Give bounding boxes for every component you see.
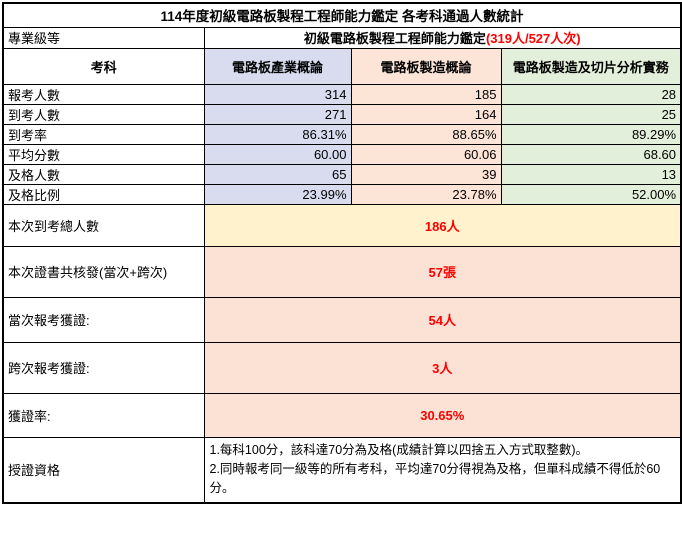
table-row-certification-rate: 獲證率: 30.65% [2, 392, 682, 438]
page-title: 114年度初級電路板製程工程師能力鑑定 各考科通過人數統計 [2, 2, 682, 28]
level-value-cell: 初級電路板製程工程師能力鑑定(319人/527人次) [203, 26, 682, 49]
table-row-pass-ratio: 及格比例 23.99% 23.78% 52.00% [2, 183, 682, 205]
table-row-certificates-issued: 本次證書共核發(當次+跨次) 57張 [2, 245, 682, 298]
subject-header-industry: 電路板產業概論 [203, 47, 352, 85]
stat-value: 314 [203, 83, 352, 105]
stat-value: 89.29% [500, 123, 682, 145]
stat-value: 28 [500, 83, 682, 105]
table-row-attendance-rate: 到考率 86.31% 88.65% 89.29% [2, 123, 682, 145]
table-row-level: 專業級等 初級電路板製程工程師能力鑑定(319人/527人次) [2, 26, 682, 49]
stat-value: 13 [500, 163, 682, 185]
table-row-title: 114年度初級電路板製程工程師能力鑑定 各考科通過人數統計 [2, 2, 682, 28]
table-row-passed-count: 及格人數 65 39 13 [2, 163, 682, 185]
table-row-qualification: 授證資格 1.每科100分，該科達70分為及格(成績計算以四捨五入方式取整數)。… [2, 436, 682, 504]
level-value-main: 初級電路板製程工程師能力鑑定 [303, 31, 486, 46]
stat-value: 88.65% [350, 123, 502, 145]
stat-value: 60.06 [350, 143, 502, 165]
stat-value: 271 [203, 103, 352, 125]
table-row-current-session-certified: 當次報考獲證: 54人 [2, 296, 682, 343]
table-row-attended: 到考人數 271 164 25 [2, 103, 682, 125]
stat-value: 25 [500, 103, 682, 125]
stat-label: 到考人數 [2, 103, 205, 125]
stat-label: 平均分數 [2, 143, 205, 165]
subject-header-manufacturing: 電路板製造概論 [350, 47, 502, 85]
stat-value: 65 [203, 163, 352, 185]
table-row-subjects: 考科 電路板產業概論 電路板製造概論 電路板製造及切片分析實務 [2, 47, 682, 85]
exam-statistics-table: 114年度初級電路板製程工程師能力鑑定 各考科通過人數統計 專業級等 初級電路板… [2, 2, 682, 504]
qualification-label: 授證資格 [2, 436, 205, 504]
summary-label: 當次報考獲證: [2, 296, 205, 343]
summary-value: 3人 [203, 341, 682, 394]
summary-value: 57張 [203, 245, 682, 298]
table-row-cross-session-certified: 跨次報考獲證: 3人 [2, 341, 682, 394]
stat-value: 23.99% [203, 183, 352, 205]
stat-value: 60.00 [203, 143, 352, 165]
stat-value: 86.31% [203, 123, 352, 145]
table-row-registered: 報考人數 314 185 28 [2, 83, 682, 105]
stat-value: 39 [350, 163, 502, 185]
stat-value: 52.00% [500, 183, 682, 205]
summary-label: 跨次報考獲證: [2, 341, 205, 394]
qualification-line-2: 2.同時報考同一級等的所有考科，平均達70分得視為及格，但單科成績不得低於60分… [209, 462, 661, 496]
qualification-text-cell: 1.每科100分，該科達70分為及格(成績計算以四捨五入方式取整數)。 2.同時… [203, 436, 682, 504]
summary-label: 本次證書共核發(當次+跨次) [2, 245, 205, 298]
subjects-label: 考科 [2, 47, 205, 85]
stat-label: 報考人數 [2, 83, 205, 105]
summary-value: 54人 [203, 296, 682, 343]
summary-label: 本次到考總人數 [2, 203, 205, 247]
table-row-total-attended: 本次到考總人數 186人 [2, 203, 682, 247]
stat-label: 及格人數 [2, 163, 205, 185]
stat-value: 164 [350, 103, 502, 125]
summary-value: 30.65% [203, 392, 682, 438]
stat-value: 68.60 [500, 143, 682, 165]
subject-header-slice: 電路板製造及切片分析實務 [500, 47, 682, 85]
qualification-line-1: 1.每科100分，該科達70分為及格(成績計算以四捨五入方式取整數)。 [209, 442, 589, 457]
summary-label: 獲證率: [2, 392, 205, 438]
stat-label: 及格比例 [2, 183, 205, 205]
level-label: 專業級等 [2, 26, 205, 49]
stat-value: 23.78% [350, 183, 502, 205]
table-row-average-score: 平均分數 60.00 60.06 68.60 [2, 143, 682, 165]
level-value-counts: (319人/527人次) [485, 31, 581, 46]
stat-value: 185 [350, 83, 502, 105]
stat-label: 到考率 [2, 123, 205, 145]
summary-value: 186人 [203, 203, 682, 247]
